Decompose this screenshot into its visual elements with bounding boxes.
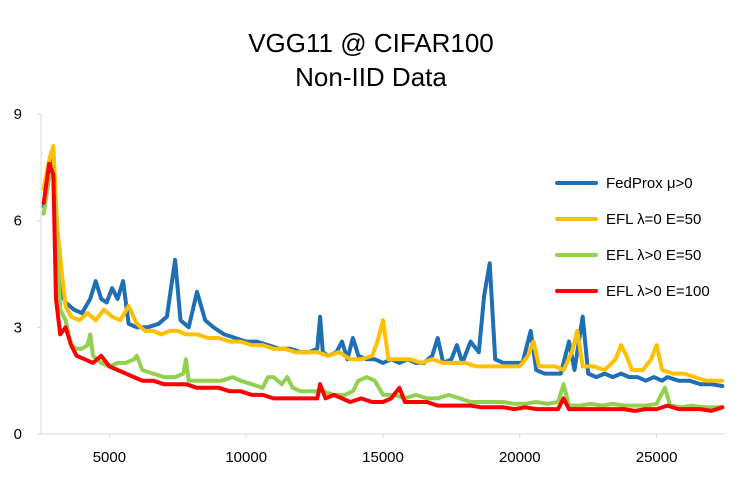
chart-title: VGG11 @ CIFAR100 bbox=[248, 28, 494, 58]
y-tick-label: 9 bbox=[14, 106, 22, 123]
series-lines bbox=[41, 144, 725, 413]
x-tick-label: 15000 bbox=[362, 449, 404, 466]
legend-label-3: EFL λ>0 E=50 bbox=[606, 247, 701, 264]
x-tick-label: 25000 bbox=[636, 449, 678, 466]
x-tick-label: 20000 bbox=[499, 449, 541, 466]
series-line-1 bbox=[41, 154, 725, 388]
x-tick-label: 10000 bbox=[225, 449, 267, 466]
series-line-4 bbox=[41, 161, 725, 413]
legend-label-2: EFL λ=0 E=50 bbox=[606, 211, 701, 228]
series-line-2 bbox=[41, 144, 725, 383]
y-tick-label: 6 bbox=[14, 213, 22, 230]
y-tick-label: 0 bbox=[14, 426, 22, 443]
axes: 0 3 6 9 5000 10000 15000 20000 25000 bbox=[14, 106, 725, 466]
y-tick-label: 3 bbox=[14, 319, 22, 336]
x-tick-label: 5000 bbox=[93, 449, 126, 466]
legend-label-1: FedProx μ>0 bbox=[606, 175, 693, 192]
chart-subtitle: Non-IID Data bbox=[295, 62, 447, 92]
legend-label-4: EFL λ>0 E=100 bbox=[606, 283, 710, 300]
legend: FedProx μ>0 EFL λ=0 E=50 EFL λ>0 E=50 EFL λ… bbox=[555, 175, 710, 300]
